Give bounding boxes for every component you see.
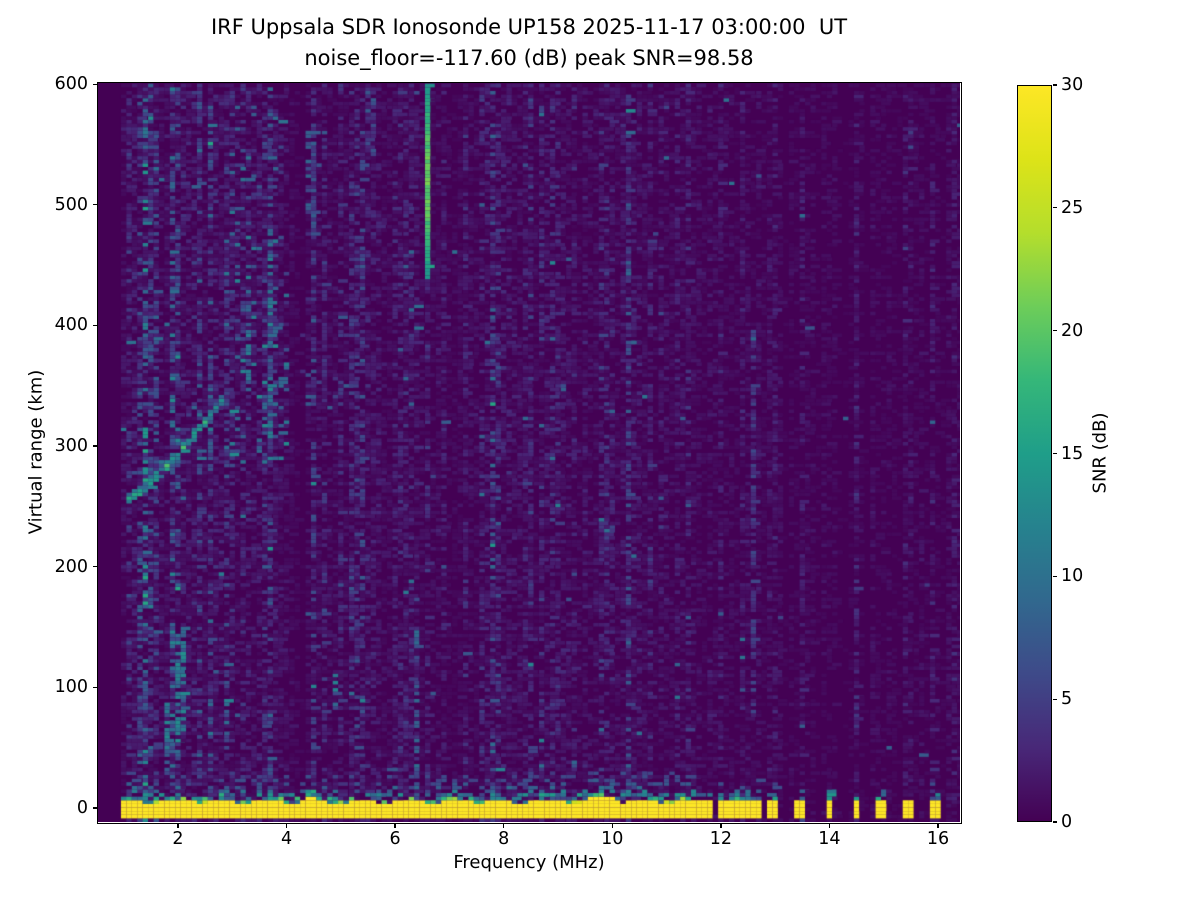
- x-tick-mark: [394, 823, 396, 828]
- y-tick-label: 100: [54, 677, 88, 698]
- colorbar-tick-label: 5: [1061, 689, 1073, 710]
- colorbar-tick-mark: [1053, 821, 1057, 823]
- x-tick-label: 10: [601, 829, 624, 849]
- x-tick-label: 8: [498, 829, 510, 849]
- colorbar-tick-mark: [1053, 207, 1057, 209]
- x-tick-label: 2: [172, 829, 184, 849]
- x-tick-label: 14: [818, 829, 841, 849]
- colorbar-tick-label: 0: [1061, 812, 1073, 832]
- colorbar: [1017, 85, 1052, 822]
- x-tick-label: 12: [709, 829, 732, 849]
- x-tick-mark: [611, 823, 613, 828]
- x-tick-label: 4: [280, 829, 293, 849]
- colorbar-tick-mark: [1053, 330, 1057, 332]
- chart-title: IRF Uppsala SDR Ionosonde UP158 2025-11-…: [98, 12, 960, 74]
- y-tick-mark: [93, 807, 98, 809]
- y-axis-label: Virtual range (km): [25, 369, 47, 535]
- x-axis-label: Frequency (MHz): [453, 852, 605, 873]
- y-tick-label: 400: [54, 315, 88, 336]
- ionogram-heatmap-canvas: [98, 83, 960, 822]
- colorbar-tick-label: 25: [1061, 197, 1084, 218]
- colorbar-tick-label: 15: [1061, 443, 1084, 464]
- plot-area: [98, 83, 960, 822]
- y-tick-mark: [93, 566, 98, 568]
- x-tick-mark: [937, 823, 939, 828]
- colorbar-tick-mark: [1053, 84, 1057, 86]
- y-tick-mark: [93, 204, 98, 206]
- x-tick-mark: [720, 823, 722, 828]
- y-tick-label: 300: [54, 436, 88, 457]
- y-tick-label: 200: [54, 556, 88, 577]
- colorbar-tick-mark: [1053, 698, 1057, 700]
- colorbar-tick-label: 20: [1061, 320, 1084, 341]
- chart-title-line2: noise_floor=-117.60 (dB) peak SNR=98.58: [304, 46, 754, 70]
- x-tick-label: 6: [389, 829, 401, 849]
- colorbar-tick-label: 30: [1061, 75, 1084, 95]
- y-tick-label: 0: [76, 798, 88, 818]
- colorbar-tick-mark: [1053, 452, 1057, 455]
- colorbar-tick-mark: [1053, 575, 1057, 577]
- y-tick-mark: [93, 445, 98, 447]
- y-tick-mark: [93, 83, 98, 85]
- x-tick-mark: [828, 823, 831, 828]
- x-tick-mark: [503, 823, 505, 828]
- y-tick-mark: [93, 686, 98, 689]
- colorbar-tick-label: 10: [1061, 566, 1084, 587]
- colorbar-label: SNR (dB): [1089, 412, 1111, 494]
- x-tick-mark: [177, 823, 179, 828]
- y-tick-mark: [93, 324, 98, 327]
- chart-title-line1: IRF Uppsala SDR Ionosonde UP158 2025-11-…: [210, 15, 848, 39]
- y-tick-label: 600: [54, 74, 88, 95]
- x-tick-label: 16: [926, 829, 950, 849]
- x-tick-mark: [285, 823, 288, 828]
- y-tick-label: 500: [54, 194, 88, 215]
